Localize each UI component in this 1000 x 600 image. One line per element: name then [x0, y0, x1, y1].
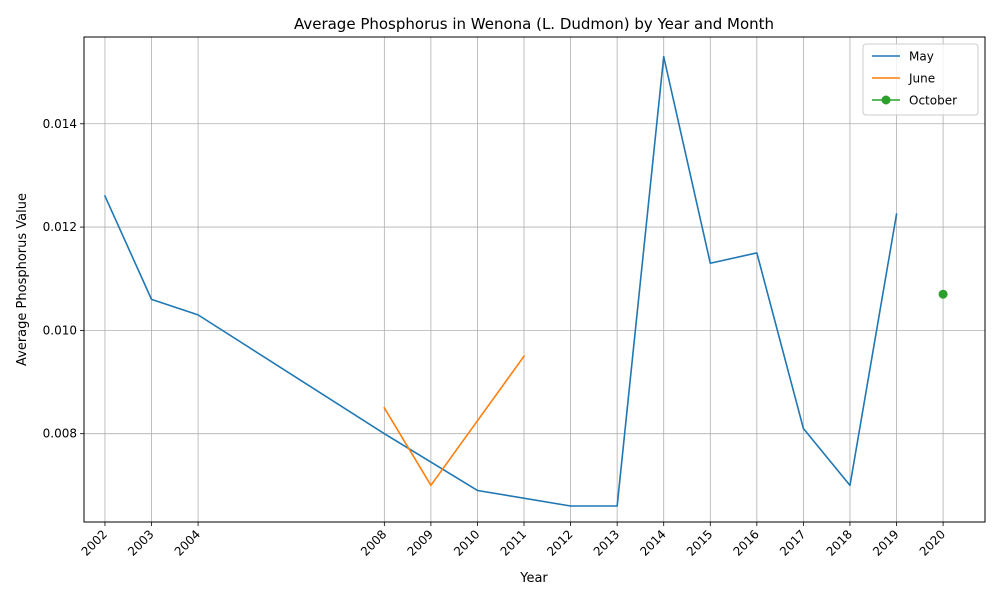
y-axis-label: Average Phosphorus Value: [15, 193, 30, 366]
y-tick-label: 0.010: [43, 323, 77, 337]
plot-area-frame: [83, 36, 986, 523]
y-tick-label: 0.012: [43, 220, 77, 234]
legend-label-october: October: [909, 94, 957, 108]
grid: [84, 37, 985, 522]
legend: May June October: [862, 43, 979, 116]
y-tick-label: 0.014: [43, 117, 77, 131]
legend-label-may: May: [909, 50, 934, 64]
chart-title: Average Phosphorus in Wenona (L. Dudmon)…: [294, 15, 774, 33]
y-axis-ticks: 0.008 0.010 0.012 0.014: [43, 117, 84, 441]
x-axis-label: Year: [519, 571, 548, 586]
legend-marker-october: [881, 95, 891, 105]
series-line-june: [383, 355, 526, 487]
series-lines: [103, 55, 948, 507]
data-point-october: [938, 289, 948, 299]
y-tick-label: 0.008: [43, 427, 77, 441]
series-line-may: [103, 55, 898, 507]
legend-box: [862, 43, 979, 116]
legend-label-june: June: [908, 72, 935, 86]
